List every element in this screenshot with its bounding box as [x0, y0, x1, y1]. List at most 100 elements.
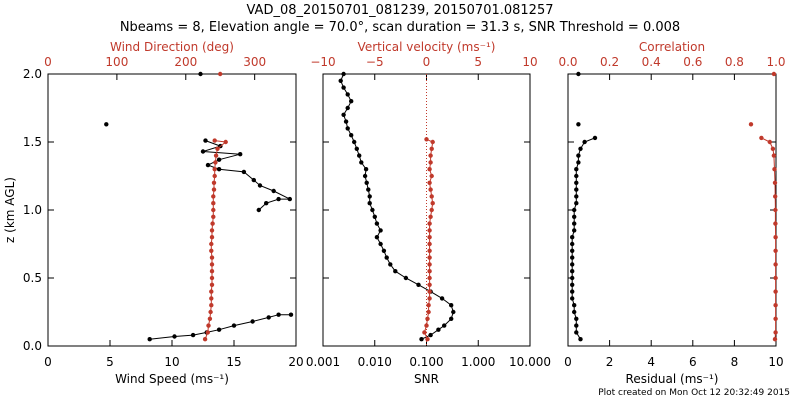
wind-data-point	[211, 214, 216, 219]
snr-data-point	[442, 323, 447, 328]
residual-data-point	[772, 167, 777, 172]
residual-data-point	[773, 275, 778, 281]
residual-data-point	[570, 262, 575, 267]
wind-data-point	[211, 201, 216, 206]
wind-data-point	[215, 146, 220, 151]
residual-bottom-axis-label: Residual (ms⁻¹)	[626, 372, 719, 386]
snr-data-point	[362, 173, 368, 179]
residual-data-point	[576, 160, 581, 165]
snr-data-point	[345, 126, 350, 131]
snr-data-point	[343, 119, 349, 124]
residual-data-point	[773, 248, 778, 253]
residual-top-tick-label: 1.0	[766, 55, 785, 69]
residual-xtick-label: 8	[731, 355, 739, 369]
wind-data-point	[238, 152, 243, 157]
wind-ytick-label: 1.5	[23, 135, 42, 149]
plot-created-footer: Plot created on Mon Oct 12 20:32:49 2015	[598, 388, 790, 398]
wind-data-point	[212, 167, 217, 172]
snr-data-point	[403, 275, 409, 281]
snr-data-point	[427, 255, 432, 260]
wind-data-point	[203, 138, 208, 143]
residual-xtick-label: 2	[606, 355, 614, 369]
wind-ytick-label: 0.5	[23, 271, 42, 285]
snr-data-point	[451, 309, 456, 315]
wind-data-point	[256, 207, 261, 213]
snr-data-point	[338, 78, 343, 84]
residual-data-point	[574, 323, 579, 328]
snr-data-point	[366, 187, 371, 192]
residual-data-point	[767, 139, 772, 145]
snr-data-point	[345, 105, 350, 111]
snr-top-tick-label: −5	[366, 55, 384, 69]
wind-data-point	[212, 173, 217, 179]
residual-top-axis-label: Correlation	[639, 40, 705, 54]
wind-data-point	[287, 196, 292, 202]
snr-top-tick-label: −10	[310, 55, 335, 69]
snr-data-point	[425, 316, 430, 321]
residual-top-tick-label: 0.4	[642, 55, 661, 69]
snr-data-point	[370, 207, 375, 213]
wind-data-point	[207, 316, 213, 321]
snr-data-point	[367, 194, 372, 199]
snr-data-point	[436, 327, 441, 332]
wind-data-point	[198, 71, 203, 77]
residual-data-point	[771, 71, 777, 77]
snr-data-point	[439, 296, 445, 301]
residual-data-point	[773, 194, 778, 199]
snr-xtick-label: 1.000	[461, 355, 495, 369]
residual-data-point	[772, 337, 778, 342]
snr-data-point	[430, 139, 435, 145]
snr-data-point	[363, 167, 369, 172]
snr-series-0-line	[340, 73, 454, 340]
residual-xtick-label: 10	[768, 355, 783, 369]
residual-series-3	[748, 71, 777, 127]
snr-data-point	[426, 309, 431, 315]
snr-data-point	[449, 316, 454, 321]
snr-data-point	[429, 207, 434, 213]
wind-series-0	[147, 312, 294, 342]
wind-data-point	[209, 303, 214, 308]
wind-data-point	[216, 167, 222, 172]
wind-top-axis-label: Wind Direction (deg)	[110, 40, 234, 54]
residual-data-point	[572, 309, 577, 315]
wind-data-point	[271, 188, 276, 194]
residual-top-tick-label: 0.6	[683, 55, 702, 69]
snr-data-point	[341, 112, 346, 118]
residual-data-point	[572, 221, 577, 226]
snr-data-point	[428, 187, 433, 192]
residual-data-point	[570, 282, 575, 287]
residual-data-point	[570, 275, 575, 281]
residual-data-point	[572, 207, 577, 213]
wind-data-point	[209, 255, 215, 260]
snr-data-point	[419, 337, 424, 342]
residual-top-tick-label: 0.0	[558, 55, 577, 69]
snr-data-point	[364, 180, 369, 185]
wind-xtick-label: 10	[164, 355, 179, 369]
residual-data-point	[773, 289, 778, 294]
wind-data-point	[211, 187, 217, 192]
wind-data-point	[213, 160, 218, 165]
wind-data-point	[211, 194, 216, 199]
snr-data-point	[427, 289, 432, 294]
snr-data-point	[341, 85, 346, 90]
residual-data-point	[770, 146, 776, 151]
residual-series-1	[576, 71, 581, 127]
wind-xtick-label: 20	[288, 355, 303, 369]
snr-xtick-label: 0.100	[409, 355, 443, 369]
wind-data-point	[147, 337, 152, 342]
wind-data-point	[209, 296, 214, 301]
wind-data-point	[209, 228, 215, 233]
wind-data-point	[209, 248, 214, 253]
wind-data-point	[205, 162, 211, 168]
snr-data-point	[424, 323, 429, 328]
residual-data-point	[578, 146, 583, 151]
residual-xtick-label: 4	[647, 355, 655, 369]
wind-xtick-label: 0	[44, 355, 52, 369]
snr-data-point	[372, 214, 377, 219]
wind-data-point	[209, 241, 214, 247]
wind-data-point	[209, 269, 215, 274]
wind-ytick-label: 0.0	[23, 339, 42, 353]
snr-data-point	[422, 330, 427, 335]
wind-data-point	[216, 157, 222, 162]
residual-data-point	[773, 235, 778, 240]
